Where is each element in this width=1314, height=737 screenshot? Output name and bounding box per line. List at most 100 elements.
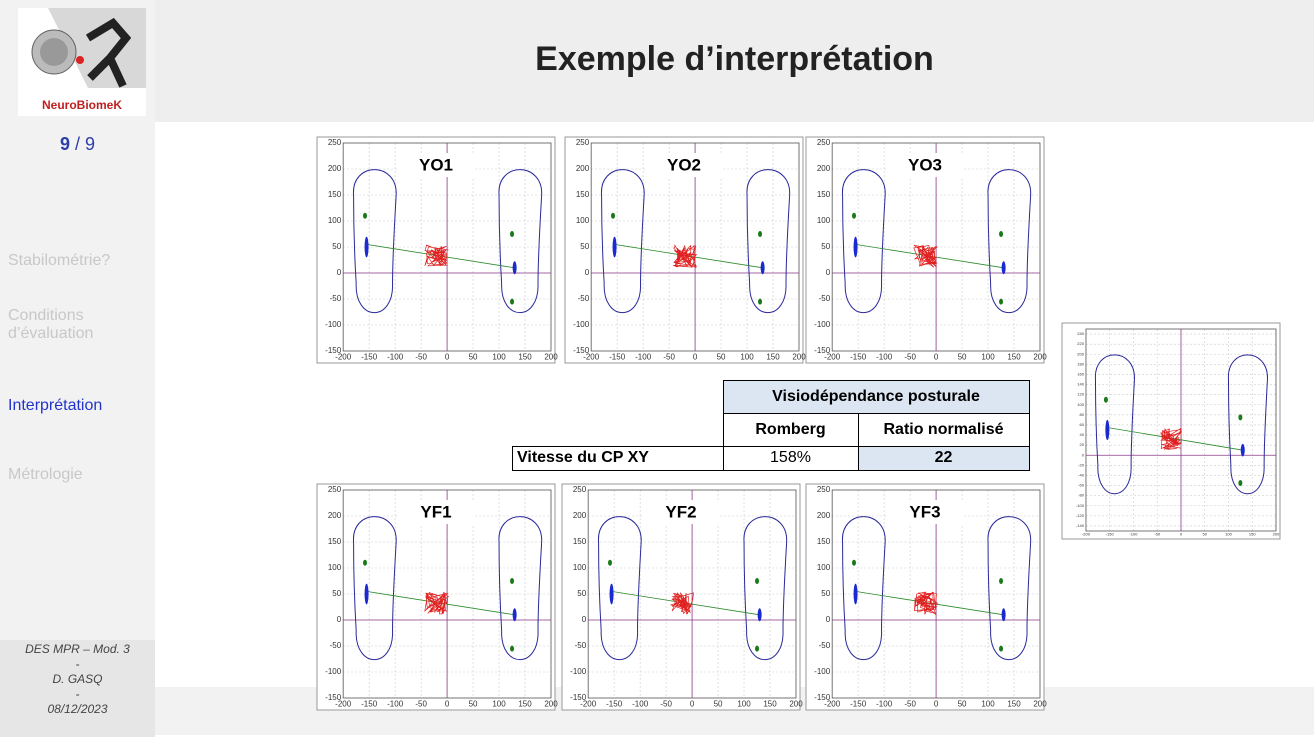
y-tick-label: 150 [328, 190, 342, 199]
x-tick-label: 50 [469, 353, 478, 362]
y-tick-label: -100 [325, 320, 342, 329]
y-tick-label: -100 [570, 667, 587, 676]
plot-label: YO2 [667, 155, 701, 174]
y-tick-label: 250 [817, 485, 831, 494]
y-tick-label: 200 [328, 164, 342, 173]
y-tick-label: 140 [1077, 382, 1084, 387]
y-tick-label: 150 [573, 537, 587, 546]
y-tick-label: 0 [582, 615, 587, 624]
y-tick-label: -50 [575, 641, 587, 650]
y-tick-label: 240 [1077, 331, 1084, 336]
x-tick-label: 100 [737, 700, 751, 709]
marker [1238, 480, 1242, 486]
y-tick-label: 150 [817, 537, 831, 546]
x-tick-label: 150 [766, 353, 780, 362]
x-tick-label: 150 [518, 700, 532, 709]
marker [363, 213, 367, 219]
x-tick-label: -150 [361, 700, 378, 709]
y-tick-label: -150 [570, 693, 587, 702]
y-tick-label: -50 [330, 294, 342, 303]
x-tick-label: 200 [1033, 700, 1047, 709]
y-tick-label: 160 [1077, 372, 1084, 377]
menu-item: Stabilométrie? [8, 252, 153, 270]
y-tick-label: -40 [1078, 473, 1085, 478]
y-tick-label: 100 [1077, 402, 1084, 407]
y-tick-label: -50 [330, 641, 342, 650]
y-tick-label: -100 [1076, 503, 1085, 508]
y-tick-label: 250 [576, 138, 590, 147]
marker [758, 231, 762, 237]
x-tick-label: -200 [1082, 531, 1091, 536]
x-tick-label: -150 [1106, 531, 1115, 536]
x-tick-label: 100 [1225, 531, 1232, 536]
y-tick-label: 100 [328, 563, 342, 572]
right-cop [513, 261, 517, 274]
y-tick-label: 60 [1080, 422, 1085, 427]
x-tick-label: 0 [445, 700, 450, 709]
x-tick-label: -100 [632, 700, 649, 709]
y-tick-label: 100 [817, 563, 831, 572]
right-cop [758, 608, 762, 621]
y-tick-label: 220 [1077, 341, 1084, 346]
y-tick-label: -150 [573, 346, 590, 355]
x-tick-label: 50 [958, 700, 967, 709]
left-cop [365, 584, 369, 605]
menu-item: Interprétation [8, 397, 153, 415]
marker [999, 299, 1003, 305]
y-tick-label: 150 [817, 190, 831, 199]
x-tick-label: 0 [690, 700, 695, 709]
y-tick-label: 200 [328, 511, 342, 520]
x-tick-label: -50 [660, 700, 672, 709]
y-tick-label: -100 [814, 320, 831, 329]
y-tick-label: 0 [337, 268, 342, 277]
x-tick-label: 0 [693, 353, 698, 362]
y-tick-label: 0 [585, 268, 590, 277]
y-tick-label: 0 [337, 615, 342, 624]
x-tick-label: -150 [361, 353, 378, 362]
y-tick-label: 180 [1077, 361, 1084, 366]
x-tick-label: 50 [958, 353, 967, 362]
y-tick-label: -50 [578, 294, 590, 303]
marker [999, 646, 1003, 652]
x-tick-label: -150 [609, 353, 626, 362]
x-tick-label: 200 [544, 700, 558, 709]
marker [1238, 414, 1242, 420]
left-cop [365, 237, 369, 258]
right-cop [1002, 608, 1006, 621]
x-tick-label: 0 [445, 353, 450, 362]
marker [852, 213, 856, 219]
x-tick-label: -50 [904, 353, 916, 362]
y-tick-label: -150 [814, 693, 831, 702]
y-tick-label: 100 [573, 563, 587, 572]
x-tick-label: 0 [934, 700, 939, 709]
plot-label: YF3 [909, 502, 940, 521]
y-tick-label: -20 [1078, 462, 1085, 467]
right-cop [1241, 444, 1245, 457]
left-cop [613, 237, 617, 258]
y-tick-label: -100 [573, 320, 590, 329]
y-tick-label: 80 [1080, 412, 1085, 417]
y-tick-label: 200 [576, 164, 590, 173]
y-tick-label: 0 [826, 615, 831, 624]
y-tick-label: 50 [332, 242, 341, 251]
marker [755, 646, 759, 652]
x-tick-label: 150 [518, 353, 532, 362]
x-tick-label: 200 [544, 353, 558, 362]
left-cop [610, 584, 614, 605]
x-tick-label: -50 [415, 353, 427, 362]
x-tick-label: 0 [934, 353, 939, 362]
marker [611, 213, 615, 219]
y-tick-label: 150 [576, 190, 590, 199]
marker [510, 646, 514, 652]
y-tick-label: 200 [817, 164, 831, 173]
x-tick-label: 50 [717, 353, 726, 362]
right-cop [513, 608, 517, 621]
x-tick-label: 200 [1273, 531, 1280, 536]
y-tick-label: 250 [817, 138, 831, 147]
marker [510, 578, 514, 584]
y-tick-label: -60 [1078, 483, 1085, 488]
x-tick-label: 50 [469, 700, 478, 709]
y-tick-label: 200 [573, 511, 587, 520]
y-tick-label: 250 [328, 485, 342, 494]
y-tick-label: 50 [821, 242, 830, 251]
